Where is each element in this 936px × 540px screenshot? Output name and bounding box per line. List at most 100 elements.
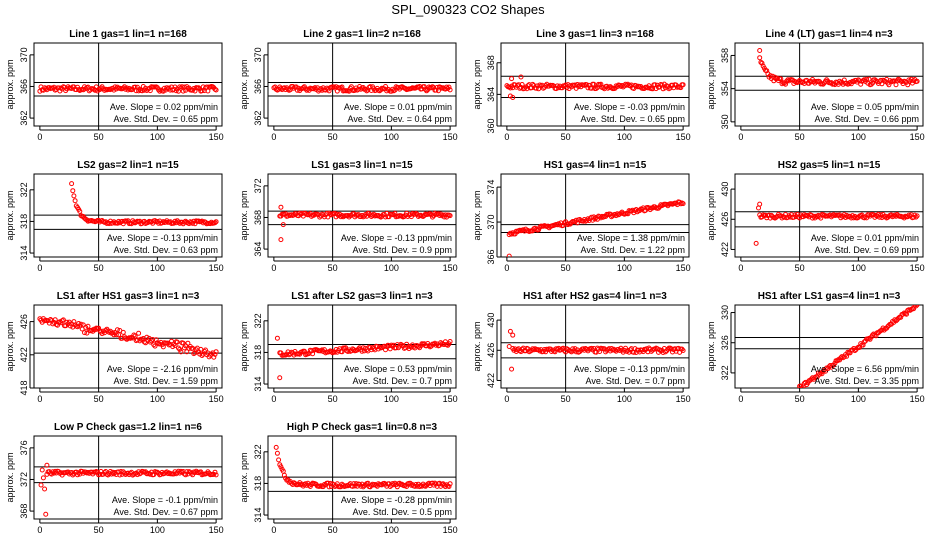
data-point bbox=[404, 484, 410, 489]
data-point bbox=[847, 350, 853, 356]
data-point bbox=[912, 305, 918, 308]
chart-title: Line 3 gas=1 lin=3 n=168 bbox=[536, 29, 654, 40]
data-points bbox=[277, 204, 453, 243]
y-tick-label: 366 bbox=[486, 249, 496, 264]
x-tick-label: 0 bbox=[738, 132, 743, 142]
data-point bbox=[530, 81, 536, 87]
data-point bbox=[533, 85, 539, 91]
std-dev-annotation: Ave. Std. Dev. = 0.9 ppm bbox=[353, 245, 452, 255]
x-tick-label: 150 bbox=[209, 525, 224, 535]
chart-title: HS1 gas=4 lin=1 n=15 bbox=[544, 160, 647, 171]
data-points bbox=[273, 444, 453, 490]
std-dev-annotation: Ave. Std. Dev. = 0.64 ppm bbox=[348, 114, 452, 124]
data-point bbox=[82, 330, 87, 336]
data-point bbox=[866, 76, 872, 82]
y-tick-label: 370 bbox=[253, 47, 263, 62]
data-point bbox=[898, 314, 904, 320]
data-point bbox=[447, 481, 453, 487]
y-tick-label: 322 bbox=[253, 313, 263, 328]
data-point bbox=[306, 482, 312, 488]
y-tick-label: 422 bbox=[19, 347, 29, 362]
data-point bbox=[905, 82, 911, 88]
y-tick-label: 358 bbox=[720, 48, 730, 63]
data-point bbox=[52, 317, 58, 323]
x-tick-label: 150 bbox=[443, 394, 458, 404]
chart-title: Line 4 (LT) gas=1 lin=4 n=3 bbox=[765, 29, 893, 40]
x-tick-label: 0 bbox=[37, 525, 42, 535]
chart-title: High P Check gas=1 lin=0.8 n=3 bbox=[287, 422, 438, 433]
data-point bbox=[886, 322, 892, 328]
data-point bbox=[277, 375, 283, 381]
slope-annotation: Ave. Slope = -0.13 ppm/min bbox=[107, 233, 218, 243]
x-tick-label: 50 bbox=[94, 394, 104, 404]
data-point bbox=[213, 219, 219, 225]
data-point bbox=[69, 181, 75, 187]
data-point bbox=[506, 253, 512, 257]
y-tick-label: 370 bbox=[486, 215, 496, 230]
slope-annotation: Ave. Slope = 0.01 ppm/min bbox=[811, 233, 919, 243]
x-tick-label: 150 bbox=[910, 394, 925, 404]
data-point bbox=[331, 84, 337, 90]
x-tick-label: 100 bbox=[384, 132, 399, 142]
data-point bbox=[875, 211, 881, 217]
x-tick-label: 0 bbox=[504, 263, 509, 273]
chart-panel: Line 3 gas=1 lin=3 n=168 0 50 100 150 360 364 3… bbox=[472, 29, 691, 142]
data-point bbox=[199, 353, 205, 358]
data-point bbox=[99, 331, 105, 337]
x-tick-label: 0 bbox=[37, 263, 42, 273]
plot-frame bbox=[500, 173, 690, 258]
data-point bbox=[680, 348, 686, 353]
std-dev-annotation: Ave. Std. Dev. = 0.65 ppm bbox=[114, 114, 218, 124]
x-tick-label: 100 bbox=[851, 394, 866, 404]
data-point bbox=[767, 73, 773, 79]
data-point bbox=[177, 346, 183, 352]
plot-frame bbox=[267, 304, 457, 389]
y-tick-label: 418 bbox=[19, 380, 29, 395]
y-axis-label: approx. ppm bbox=[5, 59, 15, 109]
y-axis-label: approx. ppm bbox=[239, 452, 249, 502]
data-point bbox=[914, 213, 920, 219]
data-point bbox=[178, 349, 184, 355]
data-point bbox=[433, 87, 439, 93]
data-point bbox=[114, 327, 120, 333]
y-tick-label: 376 bbox=[19, 440, 29, 455]
data-point bbox=[273, 444, 279, 450]
x-tick-label: 0 bbox=[271, 263, 276, 273]
data-point bbox=[152, 218, 158, 224]
y-axis-label: approx. ppm bbox=[472, 321, 482, 371]
data-point bbox=[895, 315, 901, 321]
slope-annotation: Ave. Slope = -0.13 ppm/min bbox=[574, 364, 685, 374]
x-tick-label: 100 bbox=[150, 132, 165, 142]
x-tick-label: 100 bbox=[851, 263, 866, 273]
y-tick-label: 322 bbox=[720, 365, 730, 380]
data-point bbox=[646, 345, 652, 351]
x-tick-label: 150 bbox=[676, 394, 691, 404]
data-point bbox=[519, 82, 525, 87]
data-point bbox=[914, 78, 920, 84]
data-point bbox=[177, 84, 183, 90]
y-axis-label: approx. ppm bbox=[5, 452, 15, 502]
std-dev-annotation: Ave. Std. Dev. = 0.65 ppm bbox=[581, 114, 685, 124]
data-points bbox=[271, 84, 453, 94]
data-point bbox=[212, 351, 218, 357]
x-tick-label: 150 bbox=[209, 132, 224, 142]
slope-annotation: Ave. Slope = -0.13 ppm/min bbox=[341, 233, 452, 243]
x-tick-label: 150 bbox=[209, 394, 224, 404]
y-tick-label: 360 bbox=[486, 118, 496, 133]
data-point bbox=[203, 347, 208, 353]
y-tick-label: 368 bbox=[19, 504, 29, 519]
data-points bbox=[506, 199, 686, 257]
data-point bbox=[428, 85, 434, 91]
data-point bbox=[427, 211, 433, 217]
chart-title: HS2 gas=5 lin=1 n=15 bbox=[778, 160, 881, 171]
data-point bbox=[317, 214, 323, 220]
y-axis-label: approx. ppm bbox=[239, 321, 249, 371]
chart-title: LS2 gas=2 lin=1 n=15 bbox=[77, 160, 179, 171]
std-dev-annotation: Ave. Std. Dev. = 0.63 ppm bbox=[114, 245, 218, 255]
data-point bbox=[447, 87, 453, 93]
data-point bbox=[522, 85, 527, 91]
data-points bbox=[69, 181, 219, 227]
plot-frame bbox=[500, 42, 690, 127]
chart-panel: LS1 gas=3 lin=1 n=15 0 50 100 150 364 368 372 ap… bbox=[239, 160, 458, 273]
std-dev-annotation: Ave. Std. Dev. = 1.59 ppm bbox=[114, 376, 218, 386]
